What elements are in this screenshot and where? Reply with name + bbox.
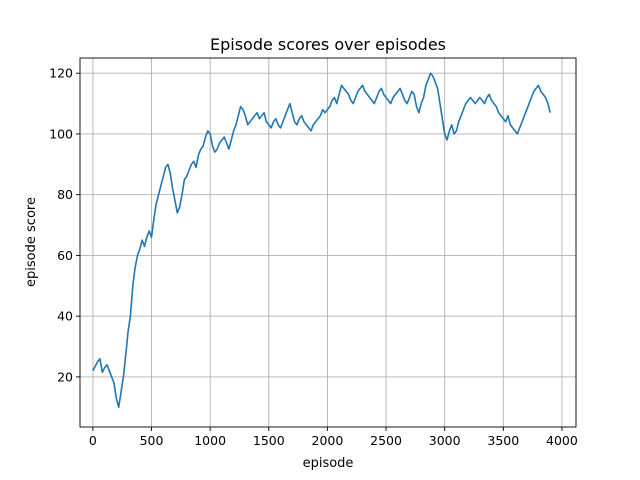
x-axis-label: episode xyxy=(303,456,354,471)
y-axis: 20 40 60 80 100 120 xyxy=(49,66,80,384)
y-tick-label: 20 xyxy=(57,369,73,384)
series-layer xyxy=(92,72,551,409)
x-tick-label: 0 xyxy=(89,433,97,448)
plot-frame xyxy=(79,57,577,428)
x-tick-label: 1000 xyxy=(194,433,226,448)
chart-title: Episode scores over episodes xyxy=(210,35,446,54)
y-tick-label: 100 xyxy=(49,126,73,141)
y-tick-label: 40 xyxy=(57,309,73,324)
y-tick-label: 120 xyxy=(49,66,73,81)
y-tick-label: 60 xyxy=(57,248,73,263)
x-tick-label: 2500 xyxy=(370,433,402,448)
y-axis-label: episode score xyxy=(24,197,39,287)
series-line xyxy=(92,72,551,409)
x-tick-label: 3500 xyxy=(487,433,519,448)
x-tick-label: 1500 xyxy=(253,433,285,448)
grid xyxy=(80,58,576,427)
x-tick-label: 3000 xyxy=(429,433,461,448)
x-tick-label: 2000 xyxy=(312,433,344,448)
x-tick-label: 4000 xyxy=(546,433,578,448)
y-tick-label: 80 xyxy=(57,187,73,202)
x-tick-label: 500 xyxy=(140,433,164,448)
x-axis: 0 500 1000 1500 2000 2500 3000 3500 4000 xyxy=(89,427,578,448)
